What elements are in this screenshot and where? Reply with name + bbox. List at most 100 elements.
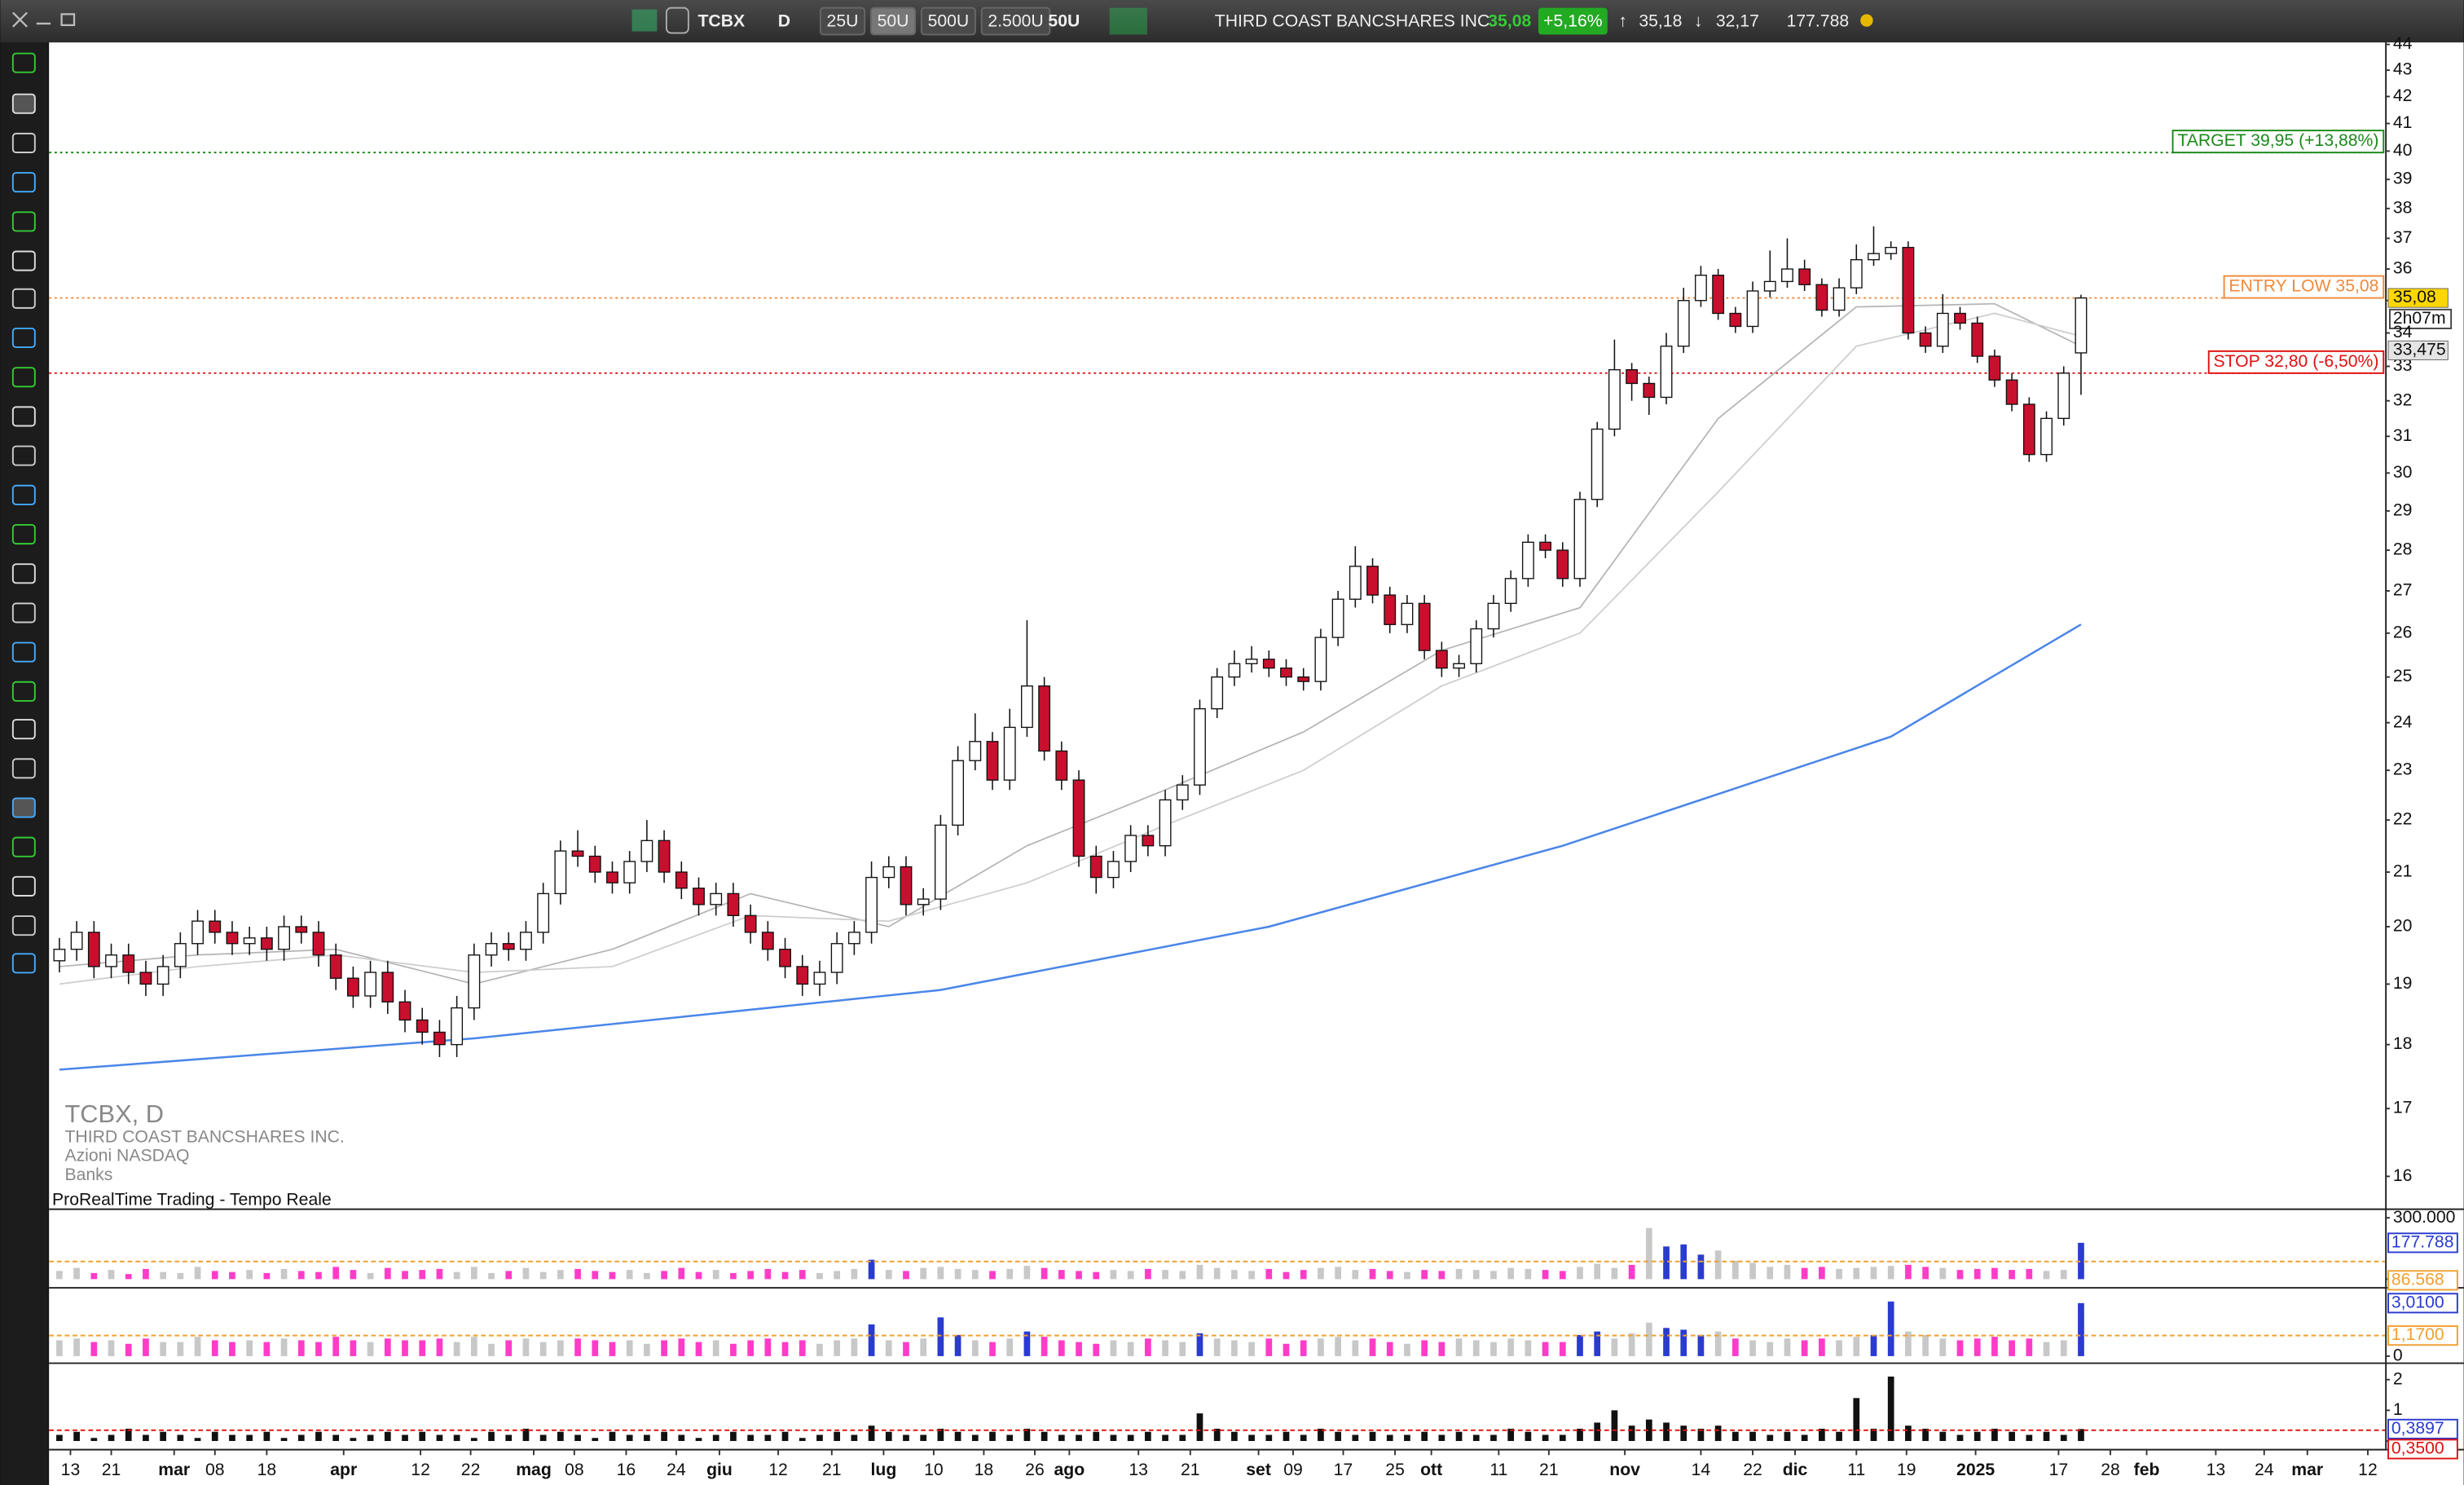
panel-bar	[1697, 1428, 1705, 1442]
x-tick-label: mag	[516, 1461, 552, 1479]
panel-bar	[557, 1431, 564, 1442]
panel-bar	[885, 1340, 892, 1356]
panel-bar	[868, 1259, 875, 1280]
tool-icon[interactable]	[11, 719, 36, 740]
tool-icon[interactable]	[11, 836, 36, 857]
panel-bar	[989, 1342, 996, 1356]
x-tick-label: 21	[1181, 1461, 1200, 1479]
panel-bar	[1231, 1270, 1238, 1280]
panel-bar	[885, 1431, 892, 1442]
panel-bar	[56, 1271, 63, 1280]
panel-bar	[1179, 1434, 1186, 1442]
tool-icon[interactable]	[11, 327, 36, 349]
tool-icon[interactable]	[11, 132, 36, 153]
panel-bar	[1369, 1431, 1376, 1442]
panel-bar	[488, 1431, 495, 1442]
unit-button[interactable]: 500U	[928, 12, 970, 31]
panel-bar	[1853, 1337, 1860, 1356]
info-button[interactable]	[665, 7, 689, 34]
panel-bar	[2078, 1242, 2084, 1280]
panel-bar	[1784, 1264, 1791, 1280]
candle-body	[1626, 368, 1639, 385]
y-tick-label: 42	[2393, 86, 2413, 105]
tool-icon[interactable]	[11, 406, 36, 427]
tool-icon[interactable]	[11, 915, 36, 936]
panel-bar	[1870, 1267, 1877, 1280]
candle-body	[1435, 650, 1448, 669]
window-controls[interactable]	[12, 11, 76, 28]
panel-bar	[1973, 1431, 1981, 1442]
candle-body	[1331, 598, 1344, 638]
panel-bar	[402, 1434, 408, 1442]
tool-icon[interactable]	[11, 602, 36, 624]
timeframe[interactable]: D	[778, 12, 790, 31]
panel-bar	[160, 1431, 166, 1442]
tool-icon[interactable]	[11, 93, 36, 114]
panel-bar	[1577, 1267, 1583, 1280]
panel-bar	[505, 1434, 513, 1442]
panel-bar	[1663, 1422, 1670, 1442]
indicator-button[interactable]	[1109, 7, 1147, 35]
tool-icon[interactable]	[11, 250, 36, 271]
tool-icon[interactable]	[11, 211, 36, 232]
candle-body	[1763, 280, 1776, 292]
panel-bar	[1145, 1268, 1151, 1280]
unit-button[interactable]: 25U	[827, 12, 859, 31]
candle-body	[1349, 566, 1362, 600]
tool-icon[interactable]	[11, 524, 36, 545]
candle-body	[2040, 417, 2053, 456]
tool-icon[interactable]	[11, 367, 36, 388]
panel-tick-label: 0	[2393, 1346, 2403, 1364]
unit-button-frame[interactable]	[819, 7, 866, 36]
tool-icon[interactable]	[11, 563, 36, 584]
tool-icon[interactable]	[11, 641, 36, 663]
x-tick-label: 13	[1129, 1461, 1148, 1479]
panel-bar	[1749, 1262, 1756, 1280]
tool-icon[interactable]	[11, 484, 36, 505]
panel-bar	[1110, 1270, 1117, 1280]
tool-icon[interactable]	[11, 953, 36, 974]
symbol[interactable]: TCBX	[697, 12, 745, 31]
candle-body	[1695, 275, 1707, 302]
tool-icon[interactable]	[11, 875, 36, 897]
tool-icon[interactable]	[11, 758, 36, 779]
panel-bar	[488, 1343, 495, 1356]
x-tick-label: 13	[2207, 1461, 2226, 1479]
panel-bar	[834, 1271, 841, 1280]
panel-bar	[712, 1340, 719, 1356]
x-tick-label: 24	[2255, 1461, 2274, 1479]
unit-button[interactable]: 50U	[878, 12, 909, 31]
y-tick-label: 19	[2393, 974, 2413, 993]
panel-bar	[1731, 1431, 1739, 1442]
y-tick-label: 37	[2393, 228, 2413, 247]
unit-button-frame[interactable]	[920, 7, 976, 36]
x-tick-label: 08	[565, 1461, 584, 1479]
tool-icon[interactable]	[11, 288, 36, 309]
panel-bar	[160, 1271, 166, 1280]
unit-button-frame[interactable]	[869, 7, 917, 36]
tool-icon[interactable]	[11, 52, 36, 73]
panel-bar	[1801, 1267, 1808, 1280]
tool-icon[interactable]	[11, 681, 36, 702]
tool-icon[interactable]	[11, 172, 36, 193]
chart-style-button[interactable]	[631, 9, 658, 32]
candle-body	[1020, 685, 1033, 729]
panel-bar	[626, 1270, 633, 1280]
units-select[interactable]: 50U	[1048, 12, 1080, 31]
panel-bar	[402, 1271, 408, 1280]
candle-body	[1885, 246, 1898, 254]
change: +5,16%	[1543, 12, 1603, 31]
candle-body	[1003, 726, 1016, 781]
panel-bar	[1819, 1338, 1825, 1356]
tool-icon[interactable]	[11, 445, 36, 466]
low-arrow: ↓	[1694, 12, 1703, 31]
tool-icon[interactable]	[11, 797, 36, 818]
panel-bar	[834, 1340, 841, 1356]
unit-button-frame[interactable]	[980, 7, 1051, 36]
candle-body	[900, 866, 913, 906]
panel-bar	[367, 1272, 374, 1280]
unit-button[interactable]: 2.500U	[988, 12, 1043, 31]
x-tick-label: 09	[1283, 1461, 1303, 1479]
panel-average-label: 0,3500	[2391, 1439, 2444, 1458]
panel-bar	[1076, 1271, 1082, 1280]
